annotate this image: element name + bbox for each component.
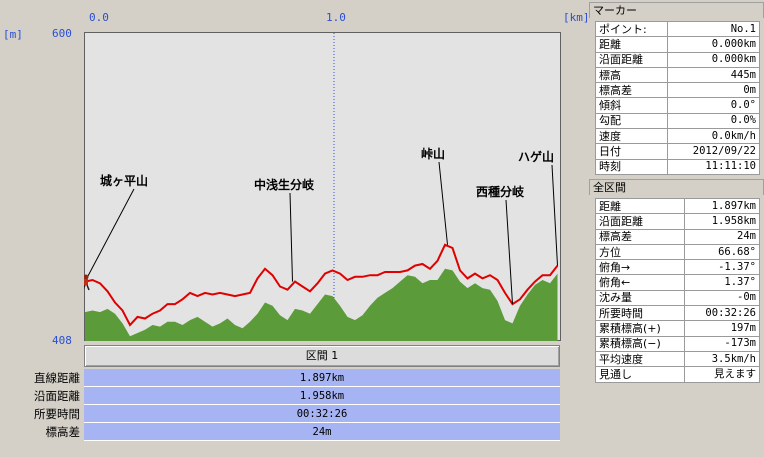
annotation-label: 城ヶ平山 xyxy=(100,173,148,188)
all-section-value: 3.5km/h xyxy=(684,350,760,368)
marker-value: 0.000km xyxy=(666,51,761,68)
all-section-title: 全区間 xyxy=(589,179,764,195)
all-section-label: 沈み量 xyxy=(594,289,686,307)
marker-value: 445m xyxy=(666,66,761,84)
marker-label: 距離 xyxy=(595,36,668,53)
x-unit-label: [km] xyxy=(563,11,590,24)
x-tick-0: 0.0 xyxy=(89,11,109,24)
table-row: 沿面距離 1.958km xyxy=(594,213,760,230)
segment-header[interactable]: 区間 1 xyxy=(84,345,560,367)
marker-value: 0.0° xyxy=(666,97,761,114)
marker-value: No.1 xyxy=(666,20,761,38)
all-section-info-table: 距離 1.897km 沿面距離 1.958km 標高差 24m 方位 66.68° 俯角… xyxy=(594,197,760,383)
all-section-value: 197m xyxy=(684,320,760,337)
all-section-value: -0m xyxy=(684,289,760,307)
marker-section-title: マーカー xyxy=(589,2,764,18)
segment-row-label: 所要時間 xyxy=(34,407,80,421)
segment-row-value: 1.958km xyxy=(84,387,560,405)
marker-label: 日付 xyxy=(595,143,668,160)
annotation-label: 西種分岐 xyxy=(476,184,525,199)
annotation-label: 峠山 xyxy=(421,146,445,161)
annotation-leader-line xyxy=(505,199,513,305)
table-row: 標高差 24m xyxy=(594,228,760,245)
marker-label: 標高 xyxy=(595,66,668,84)
all-section-label: 見通し xyxy=(594,366,686,383)
marker-value: 2012/09/22 xyxy=(666,143,761,160)
all-section-value: 00:32:26 xyxy=(684,305,760,322)
table-row: 累積標高(−) -173m xyxy=(594,335,760,352)
annotation-leader-line xyxy=(289,192,293,282)
all-section-label: 所要時間 xyxy=(594,305,686,322)
all-section-label: 距離 xyxy=(594,197,686,215)
all-section-value: 1.958km xyxy=(684,213,760,230)
all-section-label: 方位 xyxy=(594,243,686,261)
table-row: 標高差 0m xyxy=(595,82,761,99)
table-row: 沿面距離 0.000km xyxy=(595,51,761,68)
all-section-value: -173m xyxy=(684,335,760,352)
table-row: 所要時間 00:32:26 xyxy=(594,305,760,322)
segment-row-value: 1.897km xyxy=(84,369,560,387)
segment-row-label: 標高差 xyxy=(45,425,81,439)
table-row: ポイント: No.1 xyxy=(595,20,761,38)
all-section-label: 累積標高(−) xyxy=(594,335,686,352)
annotation-label: 中浅生分岐 xyxy=(254,177,315,192)
marker-label: 速度 xyxy=(595,128,668,145)
table-row: 時刻 11:11:10 xyxy=(595,158,761,175)
all-section-label: 俯角← xyxy=(594,274,686,291)
annotation-leader-line xyxy=(84,188,135,282)
marker-label: ポイント: xyxy=(595,20,668,38)
marker-label: 時刻 xyxy=(595,158,668,175)
profile-line-series xyxy=(84,243,559,327)
y-min-label: 408 xyxy=(52,334,72,347)
table-row: 方位 66.68° xyxy=(594,243,760,261)
all-section-value: 24m xyxy=(684,228,760,245)
marker-label: 沿面距離 xyxy=(595,51,668,68)
table-row: 距離 0.000km xyxy=(595,36,761,53)
all-section-label: 沿面距離 xyxy=(594,213,686,230)
table-row: 速度 0.0km/h xyxy=(595,128,761,145)
table-row: 累積標高(+) 197m xyxy=(594,320,760,337)
marker-label: 傾斜 xyxy=(595,97,668,114)
table-row: 日付 2012/09/22 xyxy=(595,143,761,160)
marker-value: 0m xyxy=(666,82,761,99)
segment-row-value: 24m xyxy=(84,423,560,441)
all-section-value: 66.68° xyxy=(684,243,760,261)
table-row: 傾斜 0.0° xyxy=(595,97,761,114)
marker-figure-icon[interactable] xyxy=(84,274,90,291)
all-section-value: 1.37° xyxy=(684,274,760,291)
table-row: 距離 1.897km xyxy=(594,197,760,215)
table-row: 標高 445m xyxy=(595,66,761,84)
all-section-value: 1.897km xyxy=(684,197,760,215)
table-row: 俯角→ -1.37° xyxy=(594,259,760,276)
annotation-leader-line xyxy=(551,164,558,266)
annotation-leader-line xyxy=(438,161,448,245)
y-max-label: 600 xyxy=(52,27,72,40)
all-section-value: -1.37° xyxy=(684,259,760,276)
marker-label: 勾配 xyxy=(595,112,668,130)
marker-value: 0.0km/h xyxy=(666,128,761,145)
marker-label: 標高差 xyxy=(595,82,668,99)
all-section-label: 累積標高(+) xyxy=(594,320,686,337)
all-section-value: 見えます xyxy=(684,366,760,383)
marker-info-table: ポイント: No.1 距離 0.000km 沿面距離 0.000km 標高 445m 標… xyxy=(595,20,761,175)
segment-row-label: 沿面距離 xyxy=(34,389,80,403)
table-row: 平均速度 3.5km/h xyxy=(594,350,760,368)
table-row: 沈み量 -0m xyxy=(594,289,760,307)
all-section-label: 平均速度 xyxy=(594,350,686,368)
y-unit-label: [m] xyxy=(3,28,23,41)
marker-value: 11:11:10 xyxy=(666,158,761,175)
marker-value: 0.0% xyxy=(666,112,761,130)
segment-row-value: 00:32:26 xyxy=(84,405,560,423)
all-section-label: 俯角→ xyxy=(594,259,686,276)
marker-value: 0.000km xyxy=(666,36,761,53)
all-section-label: 標高差 xyxy=(594,228,686,245)
table-row: 勾配 0.0% xyxy=(595,112,761,130)
x-tick-1: 1.0 xyxy=(326,11,346,24)
ground-area-series xyxy=(85,268,558,341)
annotation-label: ハゲ山 xyxy=(518,149,554,164)
segment-row-label: 直線距離 xyxy=(34,371,80,385)
table-row: 俯角← 1.37° xyxy=(594,274,760,291)
table-row: 見通し 見えます xyxy=(594,366,760,383)
